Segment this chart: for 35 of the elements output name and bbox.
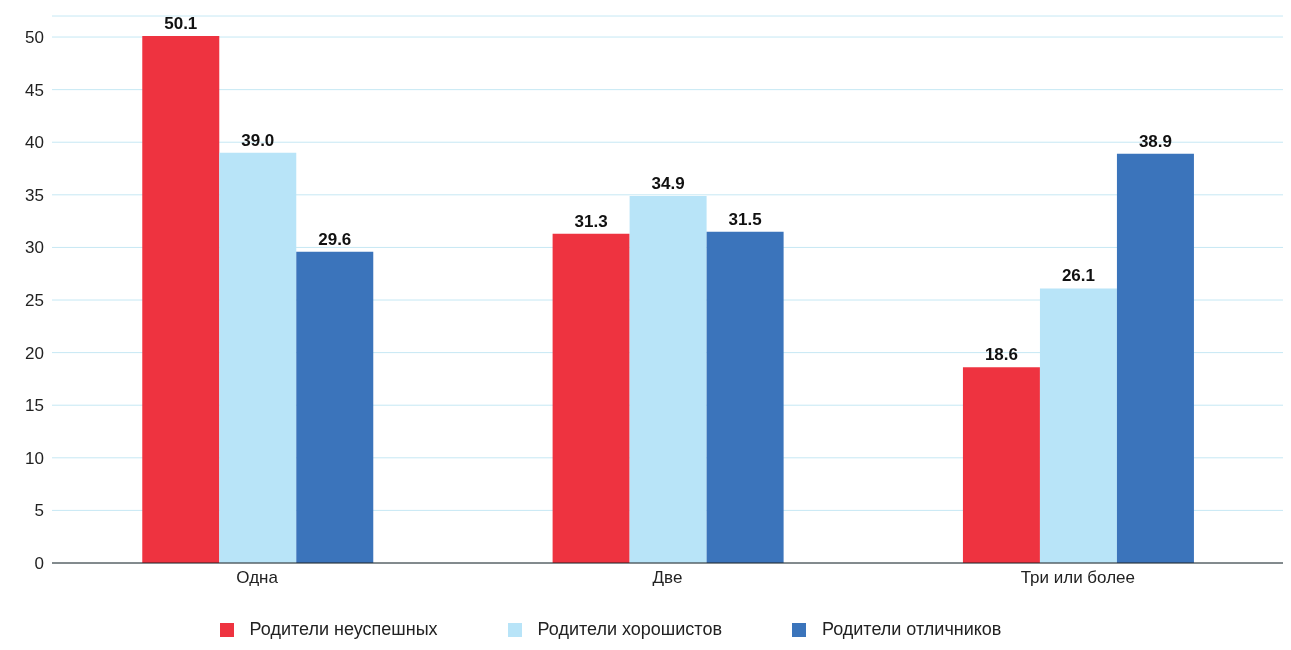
bar bbox=[962, 367, 1040, 563]
bar bbox=[706, 231, 784, 563]
bar bbox=[142, 35, 220, 563]
bar bbox=[1116, 153, 1194, 563]
y-tick-label: 40 bbox=[25, 133, 44, 153]
text: 31.5 bbox=[728, 209, 762, 229]
x-tick-label: Две bbox=[652, 568, 683, 588]
y-tick-label: 0 bbox=[34, 554, 44, 574]
y-tick-label: 5 bbox=[34, 501, 44, 521]
text: 26.1 bbox=[1061, 266, 1095, 286]
bar bbox=[629, 195, 707, 563]
y-tick-label: 15 bbox=[25, 396, 44, 416]
bar bbox=[552, 233, 630, 563]
bar bbox=[1039, 288, 1117, 563]
legend-label: Родители отличников bbox=[821, 619, 1002, 639]
legend-label: Родители неуспешных bbox=[249, 619, 438, 639]
text: 29.6 bbox=[318, 229, 352, 249]
text: 18.6 bbox=[984, 345, 1018, 365]
y-tick-label: 30 bbox=[25, 238, 44, 258]
y-tick-label: 10 bbox=[25, 448, 44, 468]
bar bbox=[296, 251, 374, 563]
text: 34.9 bbox=[651, 173, 685, 193]
y-tick-label: 45 bbox=[25, 80, 44, 100]
text: 31.3 bbox=[574, 211, 608, 231]
legend-label: Родители хорошистов bbox=[537, 619, 722, 639]
bar bbox=[219, 152, 297, 563]
y-tick-label: 25 bbox=[25, 291, 44, 311]
text: 38.9 bbox=[1138, 131, 1172, 151]
x-tick-label: Одна bbox=[236, 568, 279, 588]
y-tick-label: 20 bbox=[25, 343, 44, 363]
y-tick-label: 35 bbox=[25, 185, 44, 205]
x-tick-label: Три или более bbox=[1020, 568, 1136, 588]
y-tick-label: 50 bbox=[25, 28, 44, 48]
text: 39.0 bbox=[241, 130, 275, 150]
text: 50.1 bbox=[164, 13, 198, 33]
